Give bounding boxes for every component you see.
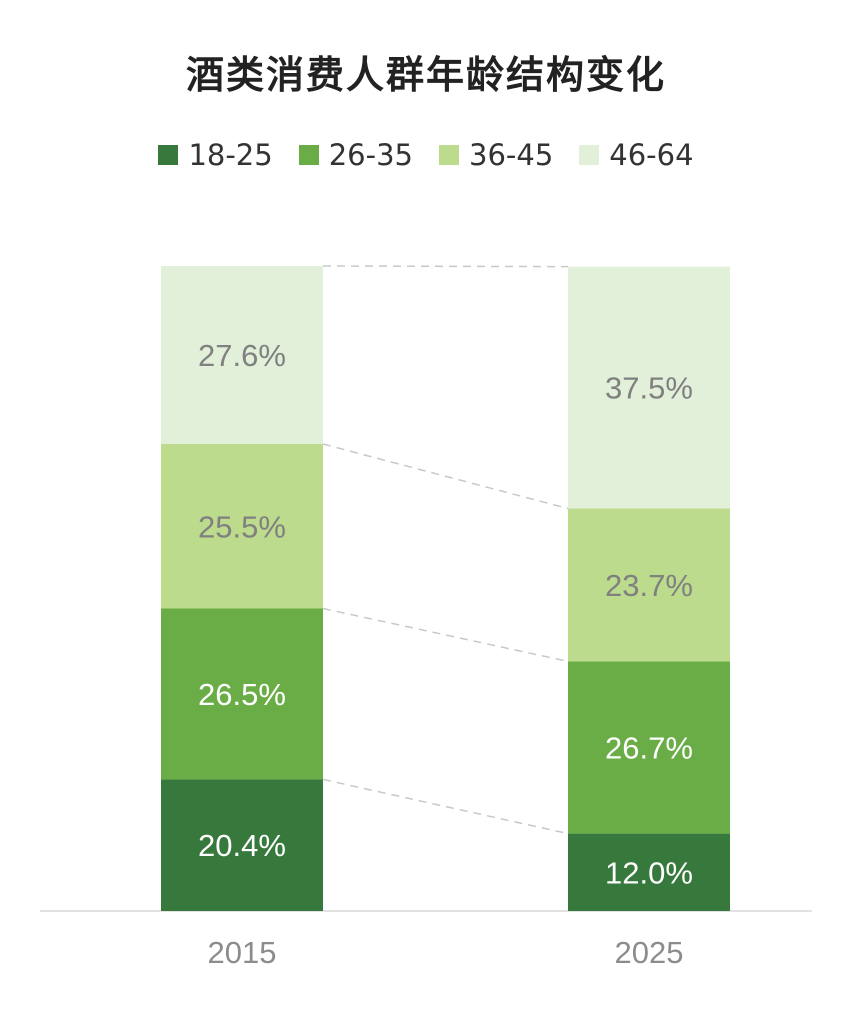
legend-swatch-18-25 [158, 145, 179, 165]
legend-label-46-64: 46-64 [609, 138, 694, 172]
legend: 18-25 26-35 36-45 46-64 [0, 138, 852, 172]
x-tick-label-2025: 2025 [615, 935, 684, 970]
data-label-2015-46-64: 27.6% [198, 338, 286, 373]
bar-segment-2015-36-45 [161, 444, 323, 609]
data-label-2025-46-64: 37.5% [605, 371, 693, 406]
bar-segment-2015-18-25 [161, 779, 323, 911]
data-label-2025-18-25: 12.0% [605, 855, 693, 890]
data-label-2025-26-35: 26.7% [605, 730, 693, 765]
legend-swatch-46-64 [579, 145, 600, 165]
chart-title: 酒类消费人群年龄结构变化 [185, 53, 666, 97]
x-tick-label-2015: 2015 [208, 935, 277, 970]
connector-line-18-25 [322, 778, 569, 835]
legend-item-46-64: 46-64 [579, 138, 694, 172]
legend-label-36-45: 36-45 [469, 138, 554, 172]
connector-line-36-45 [322, 443, 569, 510]
data-label-2015-26-35: 26.5% [198, 677, 286, 712]
data-label-2025-36-45: 23.7% [605, 568, 693, 603]
legend-item-36-45: 36-45 [439, 138, 553, 172]
legend-label-26-35: 26-35 [328, 138, 413, 172]
connector-line-26-35 [322, 607, 569, 663]
bar-segment-2025-18-25 [568, 833, 730, 911]
legend-item-26-35: 26-35 [298, 138, 413, 172]
bar-segment-2025-36-45 [568, 508, 730, 662]
legend-label-18-25: 18-25 [188, 138, 273, 172]
data-label-2015-36-45: 25.5% [198, 509, 286, 544]
connector-line-46-64 [322, 265, 569, 268]
legend-swatch-26-35 [298, 145, 319, 165]
bar-segment-2015-26-35 [161, 608, 323, 780]
bar-segment-2025-46-64 [568, 266, 730, 509]
data-label-2015-18-25: 20.4% [198, 828, 286, 863]
legend-swatch-36-45 [439, 145, 459, 165]
bar-segment-2015-46-64 [161, 266, 323, 445]
bar-segment-2025-26-35 [568, 661, 730, 834]
legend-item-18-25: 18-25 [158, 138, 273, 172]
